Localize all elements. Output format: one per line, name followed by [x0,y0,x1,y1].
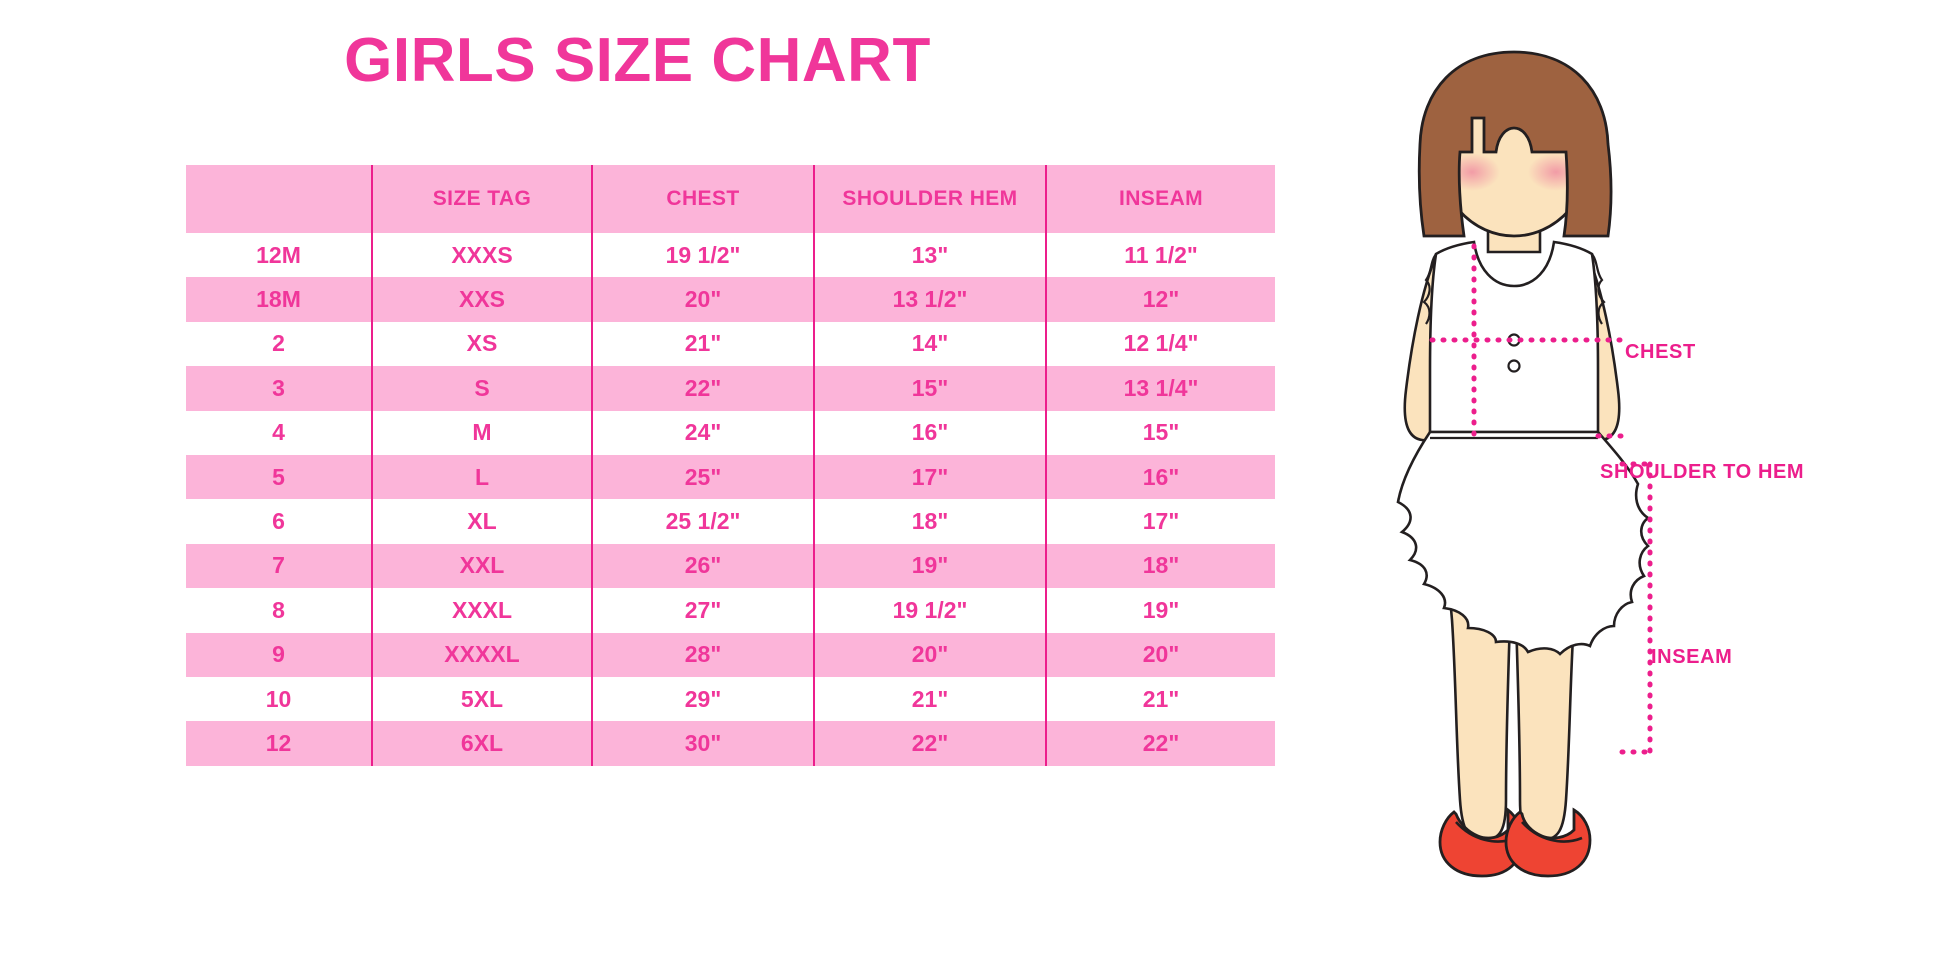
cell-shoulder-hem: 18" [813,499,1046,544]
cell-size-tag: 5XL [371,676,592,722]
cell-shoulder-hem: 20" [813,632,1046,677]
cell-inseam: 20" [1045,632,1275,677]
cell-size: 9 [186,632,372,677]
cell-size-tag: XXL [371,543,592,589]
cell-inseam: 18" [1045,543,1275,589]
table-row: 12 6XL 30" 22" 22" [186,721,1275,766]
skirt-garment-icon [1396,430,1651,656]
table-row: 5 L 25" 17" 16" [186,454,1275,500]
cell-size-tag: XS [371,321,592,367]
cell-chest: 25 1/2" [591,499,814,544]
cell-inseam: 21" [1045,676,1275,722]
cell-size-tag: XXS [371,277,592,322]
column-header-size [186,165,372,233]
cell-chest: 29" [591,676,814,722]
cell-shoulder-hem: 22" [813,721,1046,766]
cell-shoulder-hem: 17" [813,454,1046,500]
cell-size: 2 [186,321,372,367]
cell-shoulder-hem: 15" [813,366,1046,411]
cell-inseam: 17" [1045,499,1275,544]
cell-inseam: 15" [1045,410,1275,455]
cell-size: 5 [186,454,372,500]
cell-size: 10 [186,676,372,722]
cell-chest: 27" [591,588,814,633]
cell-shoulder-hem: 13 1/2" [813,277,1046,322]
cell-inseam: 16" [1045,454,1275,500]
page-title: GIRLS SIZE CHART [344,26,931,95]
cell-inseam: 12 1/4" [1045,321,1275,367]
cell-chest: 24" [591,410,814,455]
column-header-size-tag: SIZE TAG [371,165,592,233]
callout-label-inseam: INSEAM [1651,646,1733,668]
cell-chest: 25" [591,454,814,500]
button-icon [1507,359,1521,373]
cell-chest: 26" [591,543,814,589]
cell-size-tag: 6XL [371,721,592,766]
table-row: 12M XXXS 19 1/2" 13" 11 1/2" [186,233,1275,278]
cell-chest: 21" [591,321,814,367]
table-row: 2 XS 21" 14" 12 1/4" [186,321,1275,367]
cell-size-tag: XXXXL [371,632,592,677]
cell-shoulder-hem: 19" [813,543,1046,589]
table-row: 10 5XL 29" 21" 21" [186,676,1275,722]
cell-size: 3 [186,366,372,411]
table-header-row: SIZE TAG CHEST SHOULDER HEM INSEAM [186,165,1275,233]
table-row: 18M XXS 20" 13 1/2" 12" [186,277,1275,322]
cell-size-tag: M [371,410,592,455]
cell-chest: 28" [591,632,814,677]
column-header-shoulder-hem: SHOULDER HEM [813,165,1046,233]
cell-inseam: 13 1/4" [1045,366,1275,411]
cell-shoulder-hem: 21" [813,676,1046,722]
cell-chest: 19 1/2" [591,233,814,278]
cell-chest: 22" [591,366,814,411]
cell-size-tag: L [371,454,592,500]
cell-size-tag: XXXS [371,233,592,278]
table-row: 7 XXL 26" 19" 18" [186,543,1275,589]
cell-size-tag: XL [371,499,592,544]
table-row: 9 XXXXL 28" 20" 20" [186,632,1275,677]
table-row: 8 XXXL 27" 19 1/2" 19" [186,588,1275,633]
cell-size: 6 [186,499,372,544]
cell-shoulder-hem: 19 1/2" [813,588,1046,633]
cell-size-tag: S [371,366,592,411]
cell-size: 8 [186,588,372,633]
shoes-icon [1438,807,1592,878]
girl-figure-illustration [1360,40,1700,940]
column-header-inseam: INSEAM [1045,165,1275,233]
callout-label-shoulder-to-hem: SHOULDER TO HEM [1600,461,1805,483]
measurement-guides [1429,243,1655,755]
cell-size: 4 [186,410,372,455]
cell-size: 12 [186,721,372,766]
cell-inseam: 19" [1045,588,1275,633]
top-garment-icon [1422,240,1606,434]
cell-size: 18M [186,277,372,322]
cell-shoulder-hem: 16" [813,410,1046,455]
column-header-chest: CHEST [591,165,814,233]
cell-size-tag: XXXL [371,588,592,633]
size-chart-table: SIZE TAG CHEST SHOULDER HEM INSEAM 12M X… [186,165,1275,766]
cell-chest: 30" [591,721,814,766]
hair-icon [1417,50,1613,238]
table-row: 6 XL 25 1/2" 18" 17" [186,499,1275,544]
cell-shoulder-hem: 14" [813,321,1046,367]
table-row: 4 M 24" 16" 15" [186,410,1275,455]
cell-inseam: 22" [1045,721,1275,766]
table-row: 3 S 22" 15" 13 1/4" [186,366,1275,411]
cell-chest: 20" [591,277,814,322]
cell-size: 12M [186,233,372,278]
callout-label-chest: CHEST [1625,341,1696,363]
cell-shoulder-hem: 13" [813,233,1046,278]
cell-size: 7 [186,543,372,589]
cell-inseam: 12" [1045,277,1275,322]
cell-inseam: 11 1/2" [1045,233,1275,278]
